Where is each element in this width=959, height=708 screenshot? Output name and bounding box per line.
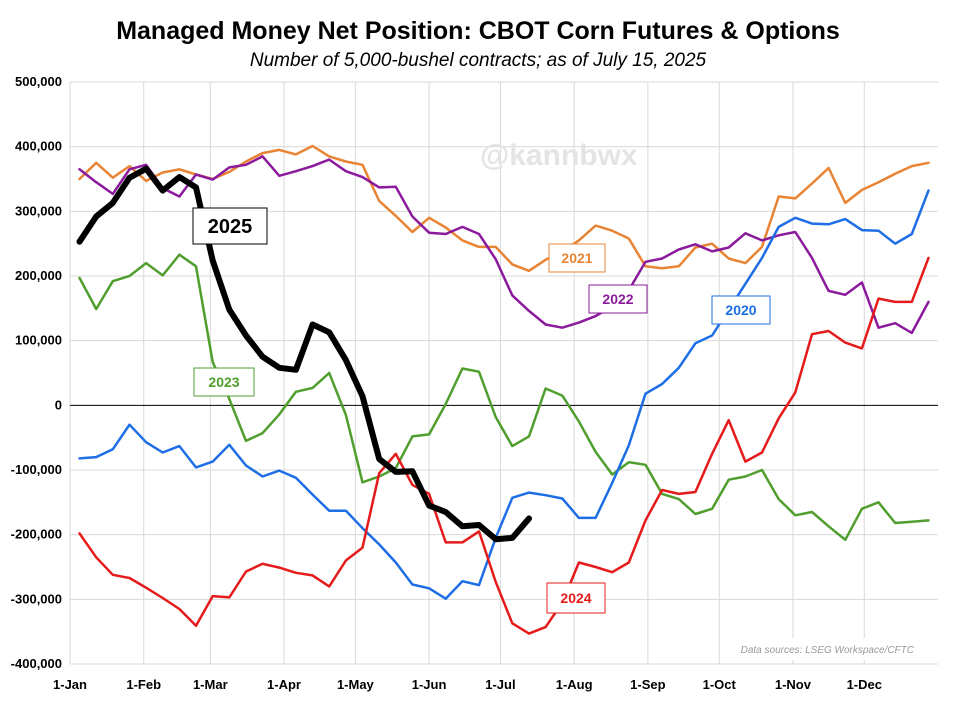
x-axis-ticks: 1-Jan 1-Feb 1-Mar 1-Apr 1-May 1-Jun 1-Jul 1-Aug… [53, 677, 882, 692]
series-label-2020: 2020 [725, 302, 756, 318]
x-tick-label: 1-Mar [193, 677, 228, 692]
series-lines [76, 144, 930, 635]
series-labels: 2020 2021 2022 2023 2024 2025 [192, 207, 771, 614]
series-label-2021: 2021 [561, 250, 592, 266]
series-label-2022: 2022 [602, 291, 633, 307]
series-label-box-2024 [546, 582, 606, 614]
series-line-2022 [78, 155, 930, 335]
y-tick-label: 300,000 [15, 203, 62, 218]
x-tick-label: 1-Oct [703, 677, 737, 692]
x-tick-label: 1-Sep [630, 677, 665, 692]
y-tick-label: 500,000 [15, 74, 62, 89]
x-tick-label: 1-Feb [126, 677, 161, 692]
x-tick-label: 1-Jan [53, 677, 87, 692]
series-label-2023: 2023 [208, 374, 239, 390]
y-tick-label: -100,000 [11, 462, 62, 477]
source-note: Data sources: LSEG Workspace/CFTC [741, 645, 915, 656]
y-tick-label: 400,000 [15, 139, 62, 154]
series-label-2025: 2025 [208, 216, 253, 238]
source-box [722, 638, 932, 660]
x-tick-label: 1-Jun [412, 677, 447, 692]
chart-title: Managed Money Net Position: CBOT Corn Fu… [116, 17, 840, 45]
series-label-2024: 2024 [560, 590, 591, 606]
y-tick-label: -400,000 [11, 656, 62, 671]
x-tick-label: 1-Aug [556, 677, 593, 692]
y-axis-ticks: -400,000 -300,000 -200,000 -100,000 0 100,000… [11, 74, 62, 671]
x-tick-label: 1-May [337, 677, 375, 692]
x-tick-label: 1-Jul [485, 677, 515, 692]
y-tick-label: 200,000 [15, 268, 62, 283]
series-label-box-2025 [192, 207, 268, 245]
series-line-2025 [76, 165, 532, 543]
series-line-2021 [78, 144, 930, 273]
series-label-box-2023 [193, 367, 255, 397]
y-tick-label: 100,000 [15, 333, 62, 348]
series-label-box-2022 [588, 284, 648, 314]
series-label-box-2021 [548, 243, 606, 273]
series-line-2024 [78, 256, 930, 635]
series-line-2020 [78, 189, 930, 600]
watermark: @kannbwx [480, 139, 638, 172]
chart-subtitle: Number of 5,000-bushel contracts; as of … [250, 50, 707, 71]
x-tick-label: 1-Apr [267, 677, 301, 692]
y-tick-label: -300,000 [11, 591, 62, 606]
x-tick-label: 1-Dec [847, 677, 882, 692]
series-label-box-2020 [711, 295, 771, 325]
x-tick-label: 1-Nov [775, 677, 812, 692]
y-tick-label: 0 [55, 397, 62, 412]
y-tick-label: -200,000 [11, 527, 62, 542]
